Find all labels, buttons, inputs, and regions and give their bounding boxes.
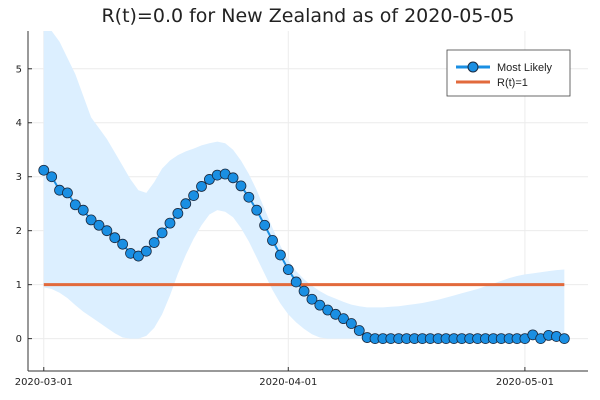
x-tick-label: 2020-05-01 — [496, 377, 554, 388]
data-point — [558, 333, 570, 345]
data-point — [274, 249, 286, 261]
data-point — [188, 190, 200, 202]
x-tick-label: 2020-03-01 — [15, 377, 73, 388]
data-point — [243, 191, 255, 203]
most-likely-series — [38, 164, 570, 345]
data-point — [164, 217, 176, 229]
data-point — [251, 204, 263, 216]
data-point — [156, 227, 168, 239]
data-point — [282, 264, 294, 275]
data-point — [306, 293, 318, 305]
y-tick-label: 3 — [16, 172, 22, 183]
data-point — [77, 204, 89, 216]
data-point — [93, 219, 105, 231]
data-point — [38, 164, 50, 176]
chart-title: R(t)=0.0 for New Zealand as of 2020-05-0… — [101, 5, 514, 27]
confidence-band-area — [43, 31, 565, 339]
data-point — [259, 219, 271, 231]
legend-most-likely-label: Most Likely — [497, 62, 553, 74]
axes — [27, 31, 588, 372]
data-point — [180, 198, 192, 210]
y-tick-label: 0 — [16, 334, 22, 345]
data-point — [345, 318, 357, 329]
data-point — [148, 237, 160, 248]
legend-threshold-label: R(t)=1 — [497, 77, 528, 89]
legend-most-likely-marker — [467, 61, 479, 73]
data-point — [290, 276, 302, 288]
data-point — [62, 187, 73, 199]
data-point — [117, 238, 129, 250]
x-tick-label: 2020-04-01 — [259, 377, 317, 388]
tick-labels: 0 1 2 3 4 5 2020-03-01 2020-04-01 2020-05-01 — [15, 64, 554, 388]
data-point — [353, 325, 365, 336]
data-point — [101, 225, 113, 237]
data-point — [338, 313, 349, 325]
data-point — [298, 285, 310, 297]
data-point — [140, 245, 152, 257]
data-point — [109, 232, 121, 244]
data-point — [267, 234, 278, 246]
legend: Most Likely R(t)=1 — [446, 49, 571, 97]
y-tick-label: 1 — [16, 280, 22, 291]
data-point — [314, 299, 326, 311]
data-point — [69, 199, 81, 211]
y-tick-label: 2 — [16, 226, 22, 237]
confidence-band — [43, 31, 565, 339]
data-point — [235, 180, 247, 192]
data-point — [227, 172, 239, 184]
legend-box — [446, 49, 571, 97]
y-tick-label: 4 — [16, 118, 22, 129]
data-point — [85, 214, 97, 226]
y-tick-label: 5 — [16, 64, 22, 75]
data-point — [196, 181, 207, 192]
data-point — [133, 250, 144, 262]
data-point — [172, 208, 184, 219]
data-point — [46, 171, 58, 183]
